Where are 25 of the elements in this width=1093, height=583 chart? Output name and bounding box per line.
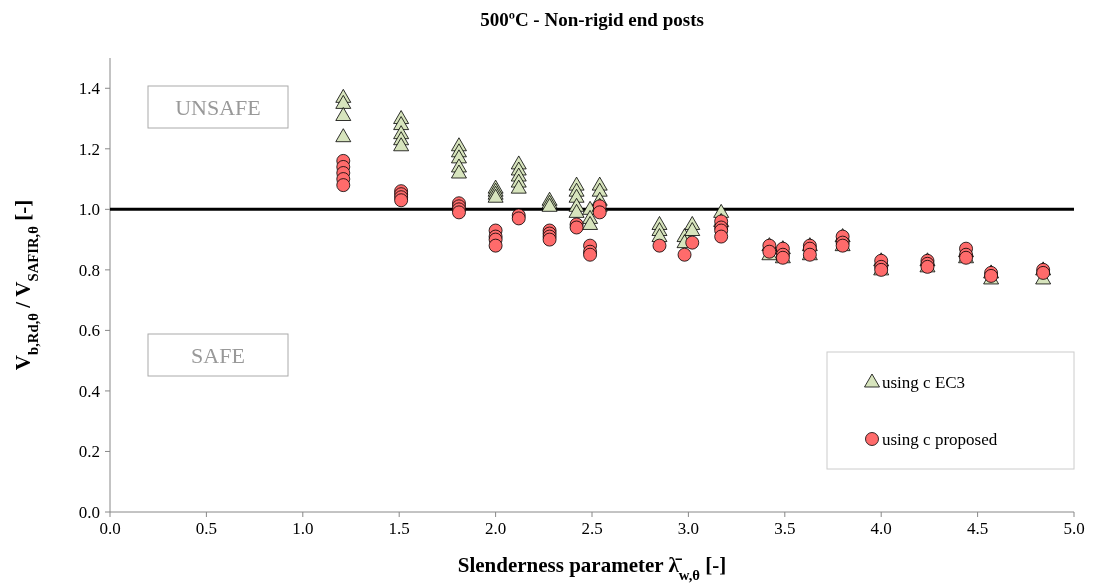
x-tick-label: 5.0: [1063, 519, 1085, 538]
y-tick-label: 0.2: [78, 442, 100, 462]
x-tick-label: 2.5: [581, 519, 603, 538]
x-tick-label: 3.5: [774, 519, 796, 538]
x-axis-title: Slenderness parameter λ̄$_{w,θ}$ [-]: [457, 553, 727, 583]
y-tick-label: 0.4: [78, 381, 101, 401]
chart-title: 500ºC - Non-rigid end posts: [480, 9, 704, 30]
x-tick-label: 1.5: [388, 519, 410, 538]
y-tick-label: 0.8: [78, 260, 100, 280]
x-tick-label: 2.0: [484, 519, 507, 538]
y-tick-label: 1.4: [78, 79, 101, 99]
x-tick-label: 4.0: [870, 519, 892, 538]
y-tick-label: 0.6: [78, 321, 100, 341]
x-tick-label: 3.0: [677, 519, 700, 538]
y-tick-label: 0.0: [78, 502, 100, 522]
y-tick-label: 1.2: [78, 139, 100, 159]
annotation: UNSAFE: [175, 95, 261, 120]
x-tick-label: 0.5: [195, 519, 218, 538]
annotation: SAFE: [191, 343, 245, 368]
x-tick-label: 4.5: [966, 519, 989, 538]
legend-label: using c EC3: [882, 372, 966, 392]
y-tick-label: 1.0: [78, 200, 100, 220]
legend-label: using c proposed: [882, 429, 998, 449]
x-tick-label: 1.0: [292, 519, 314, 538]
x-tick-label: 0.0: [99, 519, 121, 538]
